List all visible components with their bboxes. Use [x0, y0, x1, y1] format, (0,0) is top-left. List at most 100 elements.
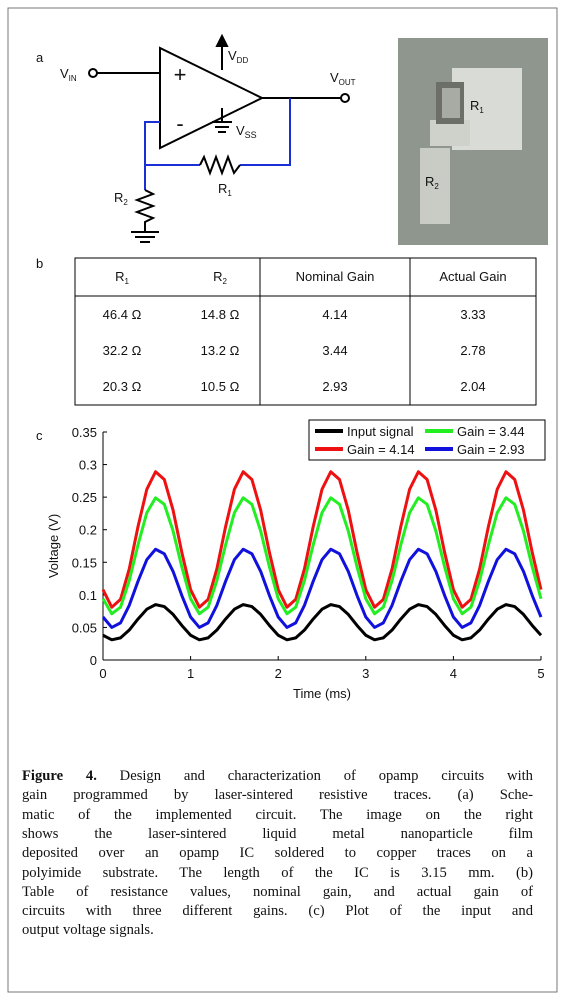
resistor — [199, 154, 241, 176]
x-tick-label: 3 — [362, 666, 369, 681]
table-cell: 3.44 — [322, 343, 347, 358]
label-main: R — [218, 181, 227, 196]
label: VDD — [228, 48, 248, 65]
photo-label: R1 — [470, 98, 484, 115]
table-header: Nominal Gain — [296, 269, 375, 284]
wire — [240, 98, 291, 166]
legend-label: Gain = 2.93 — [457, 442, 525, 457]
header-sub: 1 — [124, 277, 129, 286]
panel-label: c — [36, 428, 43, 443]
caption-line: polyimide substrate. The length of the I… — [22, 864, 533, 881]
photo-label: R2 — [425, 174, 439, 191]
label-main: R — [114, 190, 123, 205]
label-main: V — [236, 123, 245, 138]
legend-box — [308, 419, 546, 461]
label: R1 — [218, 181, 232, 198]
schematic — [88, 33, 350, 243]
x-axis-label: Time (ms) — [293, 686, 351, 701]
y-axis-label: Voltage (V) — [46, 514, 61, 578]
label: VIN — [60, 66, 77, 83]
table-cell: 20.3 Ω — [103, 379, 142, 394]
label: VSS — [236, 123, 257, 140]
header-main: Nominal Gain — [296, 269, 375, 284]
table-header: Actual Gain — [439, 269, 506, 284]
caption-line: matic of the implemented circuit. The im… — [22, 806, 533, 823]
x-tick-label: 1 — [187, 666, 194, 681]
label-sub: OUT — [339, 78, 356, 87]
table-cell: 10.5 Ω — [201, 379, 240, 394]
label-sub: 1 — [479, 106, 484, 115]
x-tick-label: 0 — [99, 666, 106, 681]
terminal — [340, 93, 350, 103]
label-sub: DD — [237, 56, 249, 65]
series-line — [101, 496, 543, 616]
y-tick-label: 0.3 — [79, 458, 97, 473]
minus-sign: - — [176, 111, 183, 136]
caption-line: gain programmed by laser-sintered resist… — [22, 787, 533, 804]
label-sub: SS — [245, 130, 257, 140]
table-cell: 2.93 — [322, 379, 347, 394]
header-main: R — [115, 269, 124, 284]
caption-text: Design and characterization of opamp cir… — [119, 768, 533, 784]
caption-line: shows the laser-sintered liquid metal na… — [22, 825, 533, 842]
arrow — [215, 33, 229, 47]
panel-label: b — [36, 256, 43, 271]
resistor — [134, 189, 156, 232]
opamp — [159, 46, 265, 150]
caption-label: Figure 4. — [22, 768, 97, 784]
label-main: V — [228, 48, 237, 63]
caption-line: output voltage signals. — [22, 922, 154, 939]
y-tick-label: 0.35 — [72, 425, 97, 440]
legend-label: Input signal — [347, 424, 414, 439]
table-cell: 32.2 Ω — [103, 343, 142, 358]
table-header: R2 — [213, 269, 227, 286]
panel-label: a — [36, 50, 44, 65]
chart: 0 0.05 0.1 0.15 0.2 0.25 0.3 0.35 0 1 2 3 4 5 Time (ms… — [46, 419, 546, 701]
label-sub: IN — [69, 74, 77, 83]
table-cell: 4.14 — [322, 307, 347, 322]
x-tick-label: 4 — [450, 666, 457, 681]
table-frame — [74, 257, 537, 406]
y-tick-label: 0.15 — [72, 555, 97, 570]
table-cell: 3.33 — [460, 307, 485, 322]
wire — [144, 121, 200, 166]
photo — [398, 38, 548, 245]
series-line — [102, 603, 543, 642]
table-cell: 46.4 Ω — [103, 307, 142, 322]
y-tick-label: 0.05 — [72, 620, 97, 635]
table-cell: 14.8 Ω — [201, 307, 240, 322]
header-main: R — [213, 269, 222, 284]
caption-line: deposited over an opamp IC soldered to c… — [22, 845, 533, 862]
plus-sign: + — [174, 62, 187, 87]
caption-line: Table of resistance values, nominal gain… — [22, 883, 533, 900]
label: VOUT — [330, 70, 356, 87]
y-tick-label: 0.25 — [72, 490, 97, 505]
terminal — [88, 68, 98, 78]
label-main: V — [60, 66, 69, 81]
x-tick-label: 2 — [275, 666, 282, 681]
header-main: Actual Gain — [439, 269, 506, 284]
label-main: V — [330, 70, 339, 85]
series-line — [101, 547, 543, 629]
table-cell: 13.2 Ω — [201, 343, 240, 358]
table-cell: 2.78 — [460, 343, 485, 358]
y-tick-label: 0.1 — [79, 588, 97, 603]
figure-frame — [7, 7, 558, 993]
label-main: R — [425, 174, 434, 189]
label-main: R — [470, 98, 479, 113]
header-sub: 2 — [222, 277, 227, 286]
label: R2 — [114, 190, 128, 207]
table-cell: 2.04 — [460, 379, 485, 394]
label-sub: 2 — [123, 198, 128, 207]
label-sub: 1 — [227, 189, 232, 198]
label-sub: 2 — [434, 182, 439, 191]
y-tick-label: 0.2 — [79, 523, 97, 538]
caption-line: circuits with three different gains. (c)… — [22, 903, 533, 920]
legend-label: Gain = 4.14 — [347, 442, 415, 457]
series-line — [101, 470, 543, 609]
x-tick-label: 5 — [537, 666, 544, 681]
legend-label: Gain = 3.44 — [457, 424, 525, 439]
